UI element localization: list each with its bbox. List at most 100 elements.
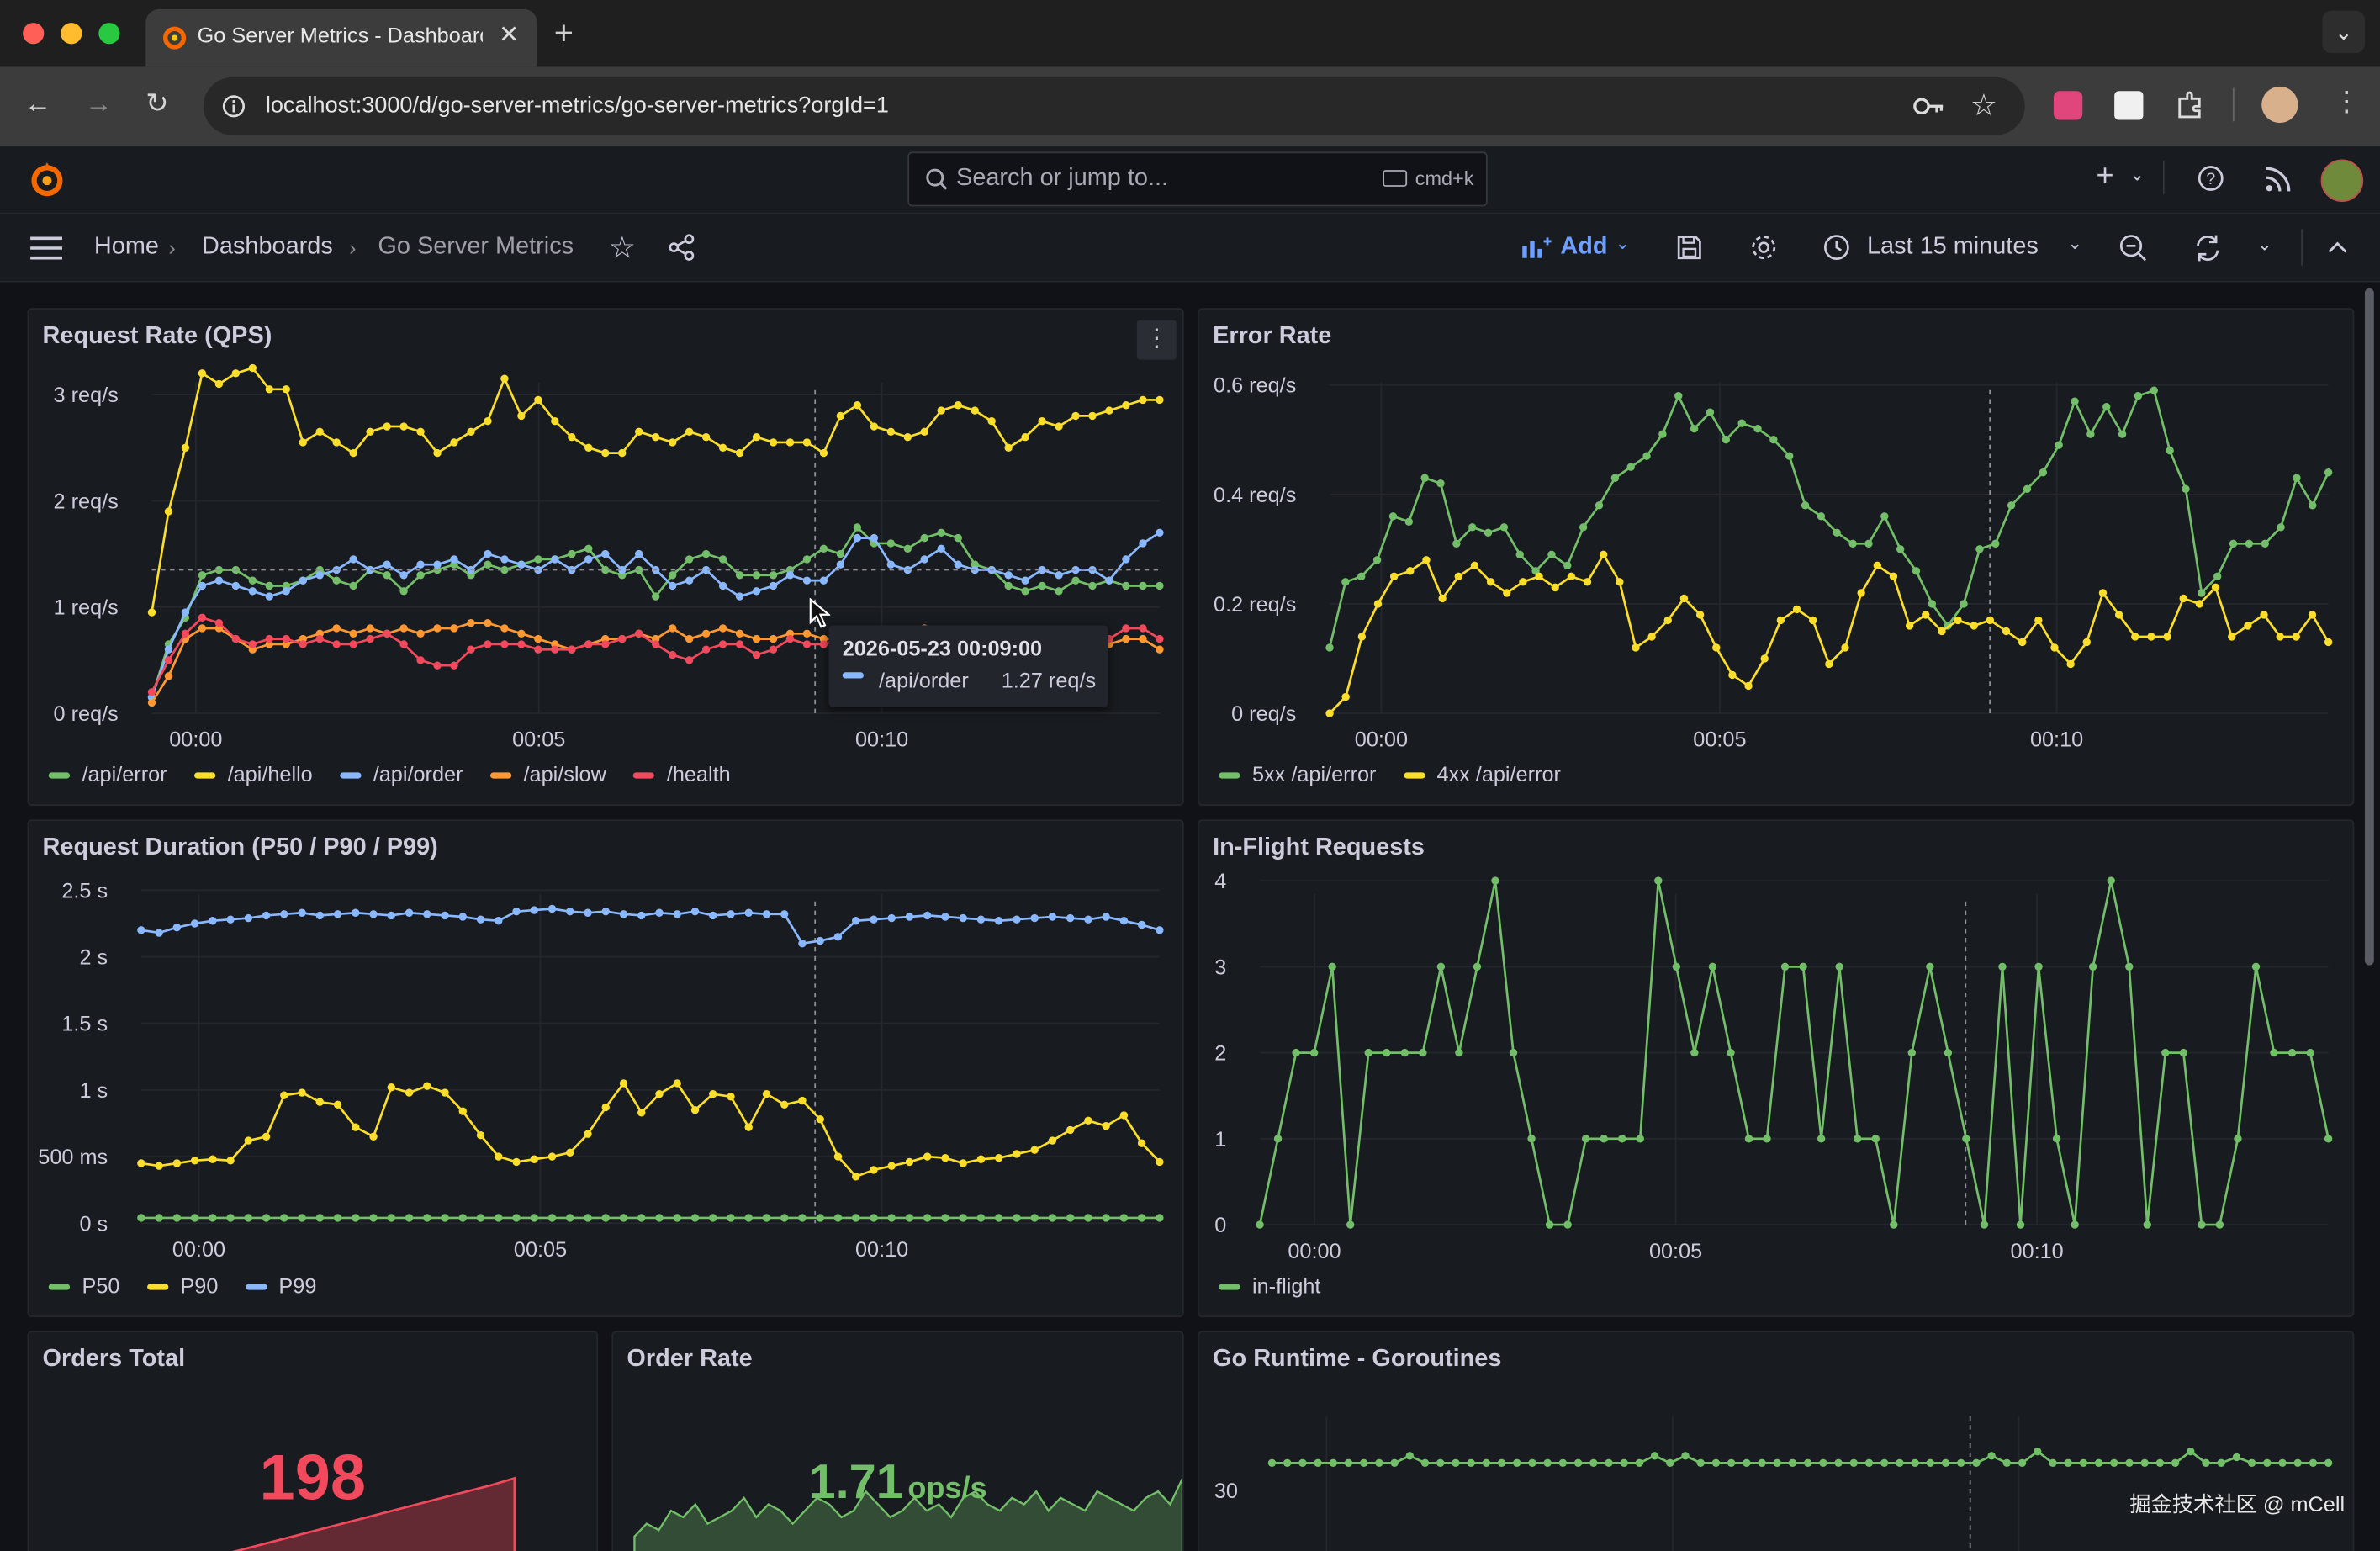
data-point	[937, 528, 945, 537]
data-point	[1835, 962, 1843, 971]
favorite-star-icon[interactable]: ☆	[608, 232, 637, 266]
request-rate-chart[interactable]: 0 req/s 1 req/s 2 req/s 3 req/s 00:00 00:05 00…	[29, 310, 1182, 804]
close-tab-icon[interactable]: ✕	[499, 23, 520, 49]
legend-item[interactable]: in-flight	[1219, 1273, 1320, 1298]
legend-item[interactable]: /api/slow	[489, 762, 606, 786]
panel-orders-total[interactable]: Orders Total 198	[27, 1331, 599, 1551]
news-rss-icon[interactable]	[2265, 166, 2292, 193]
data-point	[870, 915, 878, 924]
data-point	[1834, 1458, 1843, 1468]
grafana-logo-icon[interactable]	[27, 159, 66, 199]
panel-request-rate[interactable]: Request Rate (QPS) ⋮ 0 req/s 1 req/s 2 req…	[27, 308, 1184, 807]
bookmark-star-icon[interactable]: ☆	[1970, 89, 1998, 124]
legend-item[interactable]: /api/hello	[193, 762, 313, 786]
data-point	[366, 565, 374, 574]
data-point	[1987, 1452, 1996, 1460]
data-point	[1389, 572, 1399, 581]
profile-avatar[interactable]	[2261, 86, 2298, 124]
legend-item[interactable]: /api/error	[48, 762, 167, 786]
extension-icon[interactable]	[2114, 91, 2144, 120]
breadcrumb-dashboards[interactable]: Dashboards	[202, 233, 333, 260]
data-point	[584, 640, 593, 648]
site-info-icon[interactable]	[222, 94, 246, 119]
new-chevron-down-icon[interactable]: ⌄	[2129, 163, 2145, 186]
panel-in-flight[interactable]: In-Flight Requests 0 1 2 3 4 00:00 00:05 00:10 …	[1198, 819, 2355, 1318]
password-key-icon[interactable]	[1912, 94, 1946, 119]
settings-gear-icon[interactable]	[1748, 232, 1779, 262]
share-icon[interactable]	[668, 234, 695, 261]
address-bar[interactable]: localhost:3000/d/go-server-metrics/go-se…	[203, 77, 2025, 135]
new-tab-icon[interactable]: +	[553, 13, 574, 52]
data-point	[1513, 1458, 1521, 1468]
panel-error-rate[interactable]: Error Rate 0 req/s 0.2 req/s 0.4 req/s 0.6 …	[1198, 308, 2355, 807]
request-duration-chart[interactable]: 0 s 500 ms 1 s 1.5 s 2 s 2.5 s 00:00 00:05 00:10	[29, 821, 1182, 1315]
data-point	[1998, 962, 2007, 971]
help-icon[interactable]: ?	[2197, 164, 2225, 193]
legend-item[interactable]: P50	[48, 1273, 120, 1298]
legend-item[interactable]: /health	[633, 762, 731, 786]
data-point	[495, 917, 503, 925]
new-plus-icon[interactable]: +	[2096, 159, 2114, 193]
data-point	[1452, 1458, 1460, 1468]
legend-item[interactable]: 5xx /api/error	[1219, 762, 1376, 786]
error-rate-chart[interactable]: 0 req/s 0.2 req/s 0.4 req/s 0.6 req/s 00:00 0…	[1199, 310, 2353, 804]
data-point	[1156, 634, 1164, 643]
panel-request-duration[interactable]: Request Duration (P50 / P90 / P99) 0 s 50…	[27, 819, 1184, 1318]
translate-extension-icon[interactable]	[2053, 91, 2083, 120]
tab-search-chevron-icon[interactable]: ⌄	[2322, 10, 2365, 54]
data-point	[1400, 1048, 1409, 1057]
data-point	[1030, 913, 1039, 923]
data-point	[1535, 572, 1543, 581]
reload-icon[interactable]: ↻	[145, 87, 169, 119]
in-flight-chart[interactable]: 0 1 2 3 4 00:00 00:05 00:10	[1199, 821, 2353, 1315]
url-text: localhost:3000/d/go-server-metrics/go-se…	[265, 93, 889, 119]
window-close-dot[interactable]	[23, 23, 45, 45]
data-point	[762, 910, 771, 918]
data-point	[652, 432, 660, 442]
save-icon[interactable]	[1676, 234, 1703, 261]
browser-menu-icon[interactable]: ⋮	[2333, 86, 2361, 117]
data-point	[1980, 1220, 1989, 1229]
refresh-interval-chevron-down-icon[interactable]: ⌄	[2256, 233, 2272, 256]
panel-order-rate[interactable]: Order Rate 1.71 ops/s	[611, 1331, 1184, 1551]
data-point	[1071, 576, 1080, 585]
legend-item[interactable]: /api/order	[340, 762, 463, 786]
data-point	[718, 640, 727, 648]
legend-item[interactable]: 4xx /api/error	[1403, 762, 1561, 786]
data-point	[2002, 627, 2011, 636]
data-point	[1119, 917, 1129, 925]
legend-item[interactable]: P90	[146, 1273, 218, 1298]
data-point	[366, 624, 374, 633]
legend-item[interactable]: P99	[245, 1273, 316, 1298]
zoom-out-icon[interactable]	[2119, 234, 2148, 262]
search-bar[interactable]: Search or jump to... cmd+k	[907, 151, 1488, 207]
data-point	[941, 1214, 949, 1222]
y-tick-label: 30	[1214, 1480, 1238, 1503]
time-range-picker[interactable]: Last 15 minutes ⌄	[1823, 230, 2093, 264]
data-point	[2088, 962, 2097, 971]
forward-arrow-icon[interactable]: →	[85, 87, 113, 119]
collapse-chevron-up-icon[interactable]	[2327, 240, 2348, 255]
data-point	[262, 1214, 271, 1222]
window-zoom-dot[interactable]	[98, 23, 120, 45]
y-tick-label: 2 req/s	[54, 490, 119, 513]
window-minimize-dot[interactable]	[61, 23, 82, 45]
goroutines-chart[interactable]: 30	[1199, 1332, 2353, 1551]
data-point	[1467, 1458, 1475, 1468]
data-point	[349, 555, 357, 564]
refresh-icon[interactable]	[2193, 234, 2222, 262]
data-point	[172, 923, 182, 932]
panel-goroutines[interactable]: Go Runtime - Goroutines 30	[1198, 1331, 2355, 1551]
panel-menu-icon[interactable]: ⋮	[1136, 320, 1177, 360]
browser-tab[interactable]: Go Server Metrics - Dashboard ✕	[145, 8, 537, 67]
breadcrumb-home[interactable]: Home	[93, 233, 159, 260]
data-point	[1452, 539, 1461, 548]
data-point	[701, 629, 711, 638]
data-point	[1066, 1125, 1075, 1135]
menu-hamburger-icon[interactable]	[29, 236, 64, 262]
user-avatar[interactable]	[2320, 159, 2364, 202]
back-arrow-icon[interactable]: ←	[24, 87, 52, 119]
data-point	[1896, 1458, 1904, 1468]
page-scrollbar[interactable]	[2364, 288, 2374, 966]
puzzle-extensions-icon[interactable]	[2175, 89, 2205, 119]
